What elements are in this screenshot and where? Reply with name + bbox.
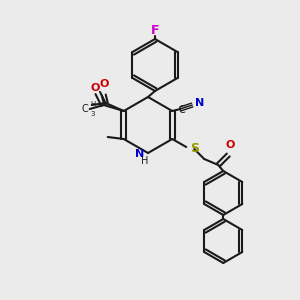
Text: 3: 3	[91, 111, 95, 117]
Text: O: O	[226, 140, 235, 150]
Text: O: O	[99, 79, 108, 89]
Text: C: C	[179, 105, 186, 115]
Text: S: S	[190, 142, 199, 155]
Text: O: O	[90, 83, 99, 93]
Text: H: H	[141, 156, 149, 166]
Text: N: N	[195, 98, 205, 108]
Text: H: H	[90, 101, 95, 107]
Text: F: F	[151, 25, 159, 38]
Text: C: C	[81, 104, 88, 114]
Text: N: N	[135, 149, 144, 159]
